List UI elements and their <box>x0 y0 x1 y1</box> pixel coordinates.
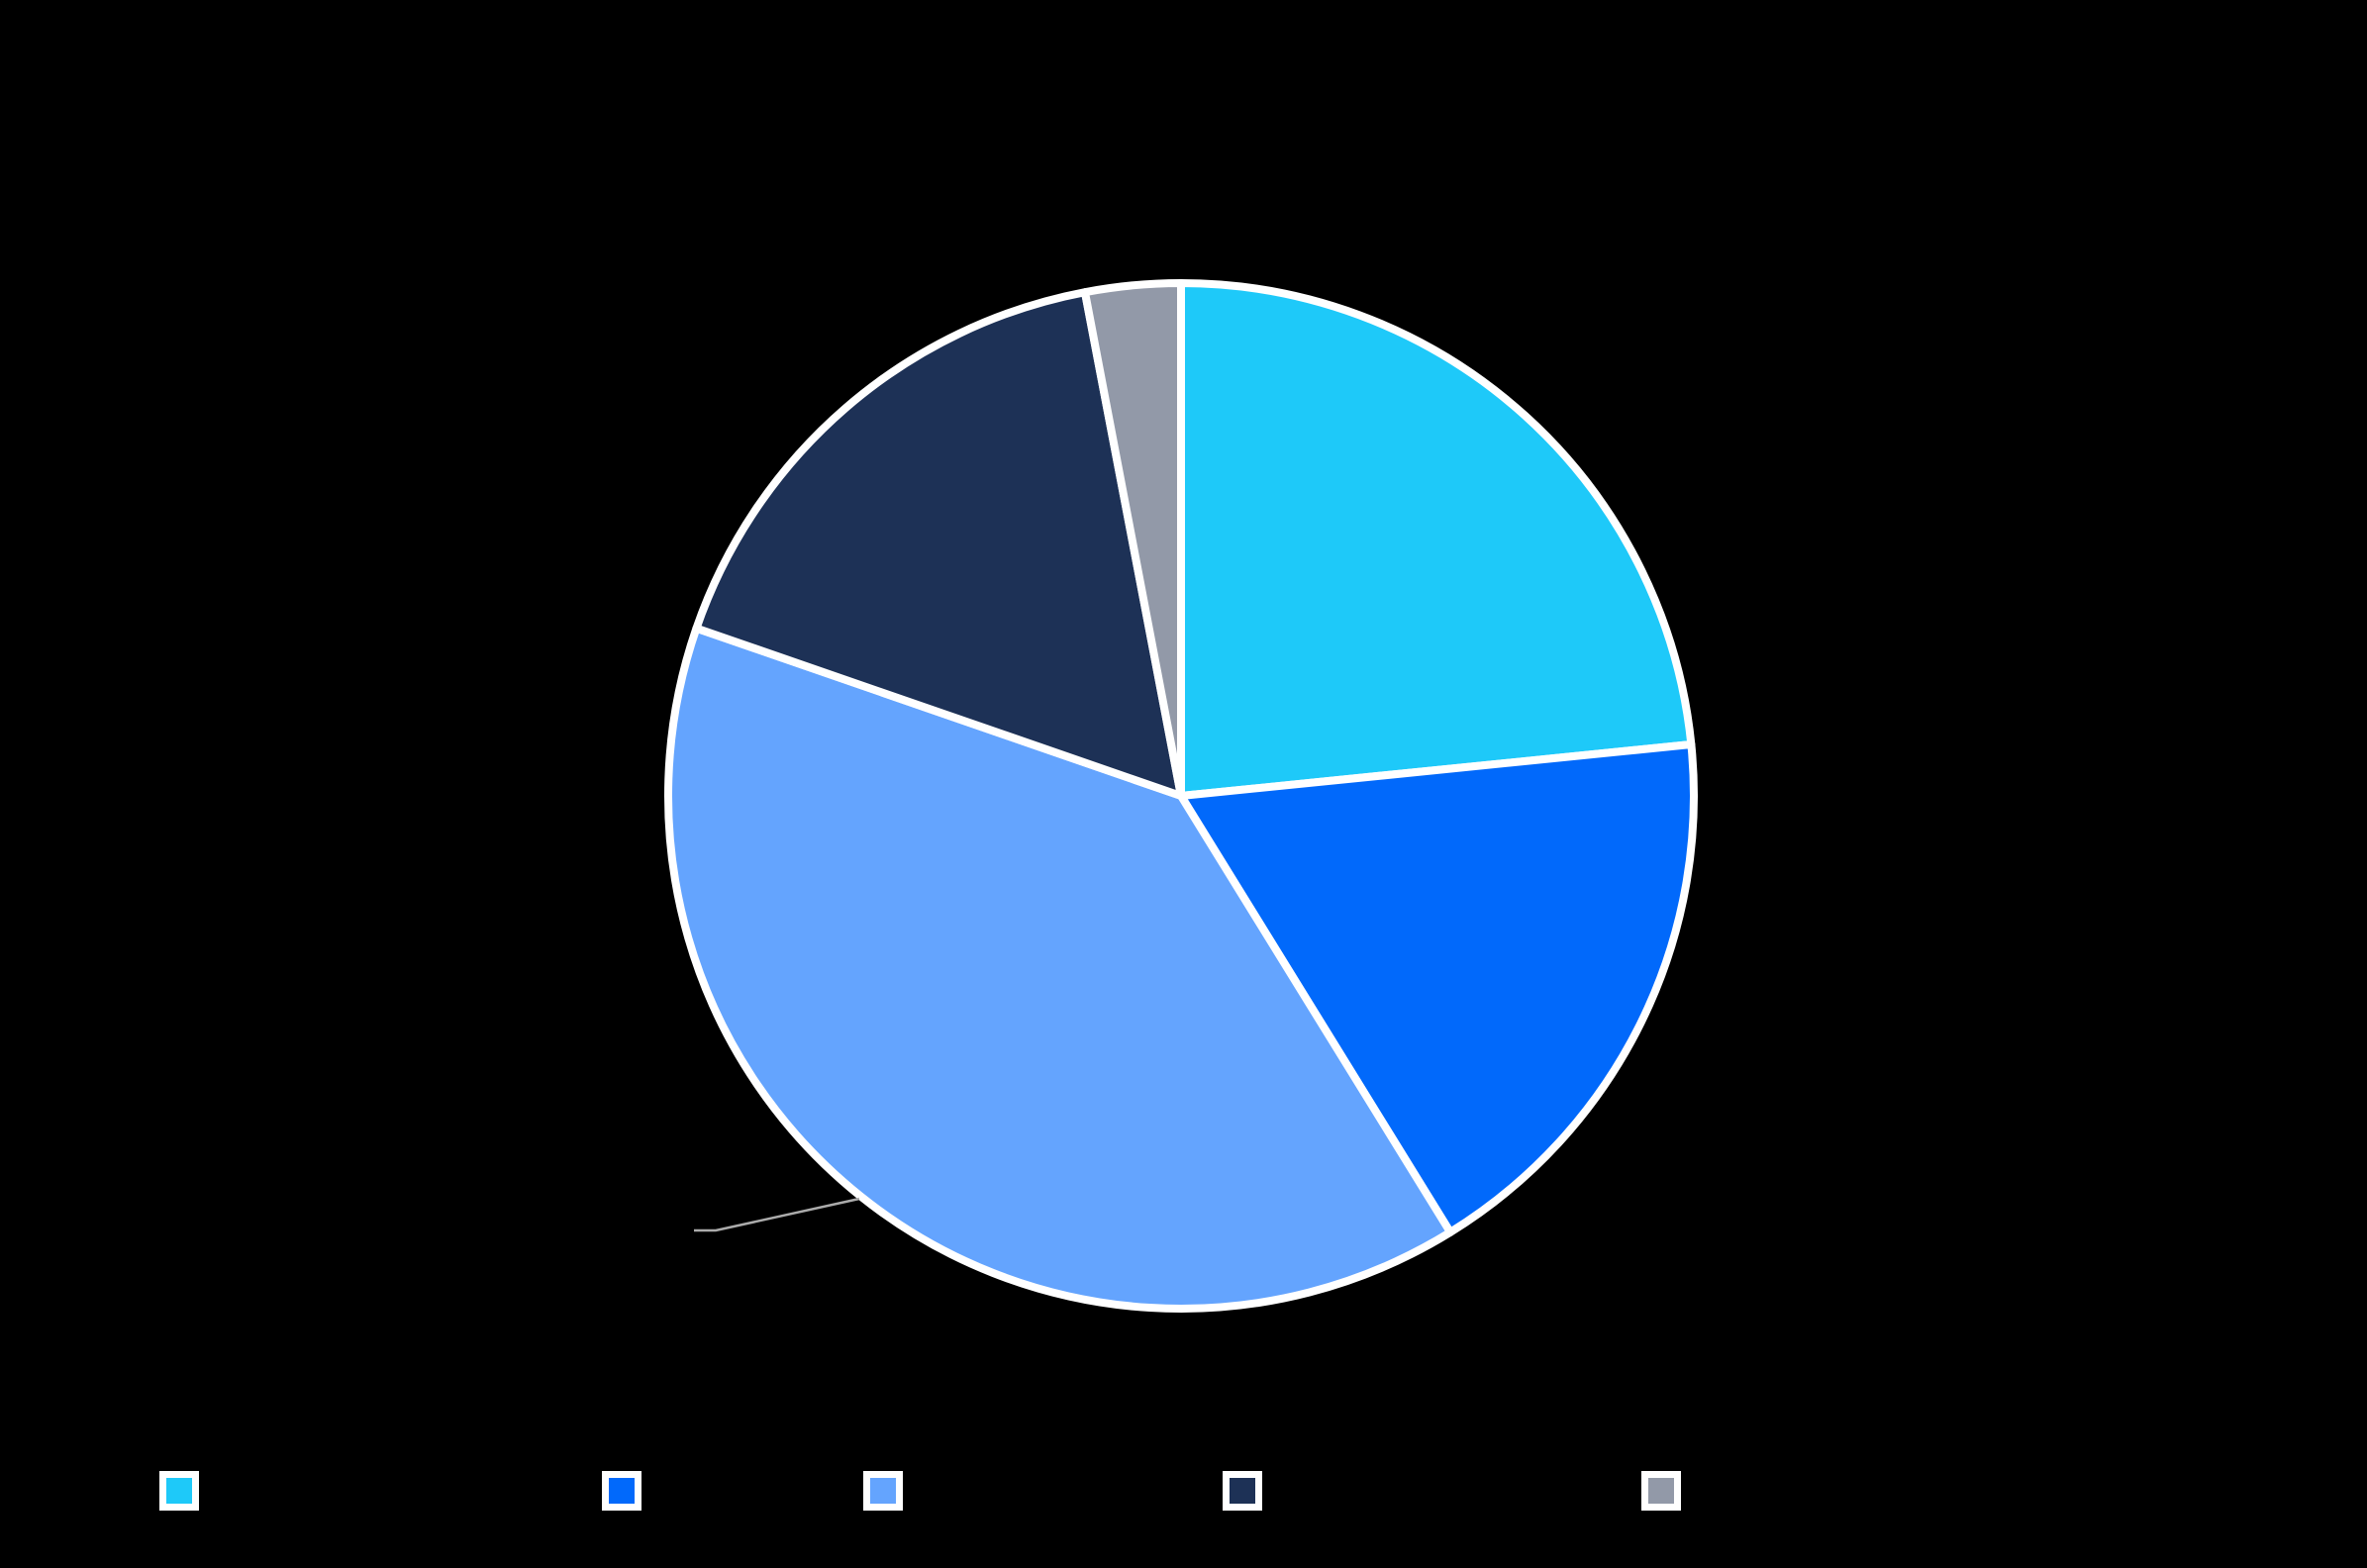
pie-slice-cyan-slice <box>1177 279 1696 800</box>
annotation-leader-line <box>694 1197 860 1232</box>
pie-slice-navy-slice <box>692 288 1185 800</box>
pie-slice-light-blue-slice <box>664 624 1455 1313</box>
pie-slice-gray-slice <box>1080 279 1185 800</box>
pie-slice-blue-slice <box>1177 740 1698 1236</box>
